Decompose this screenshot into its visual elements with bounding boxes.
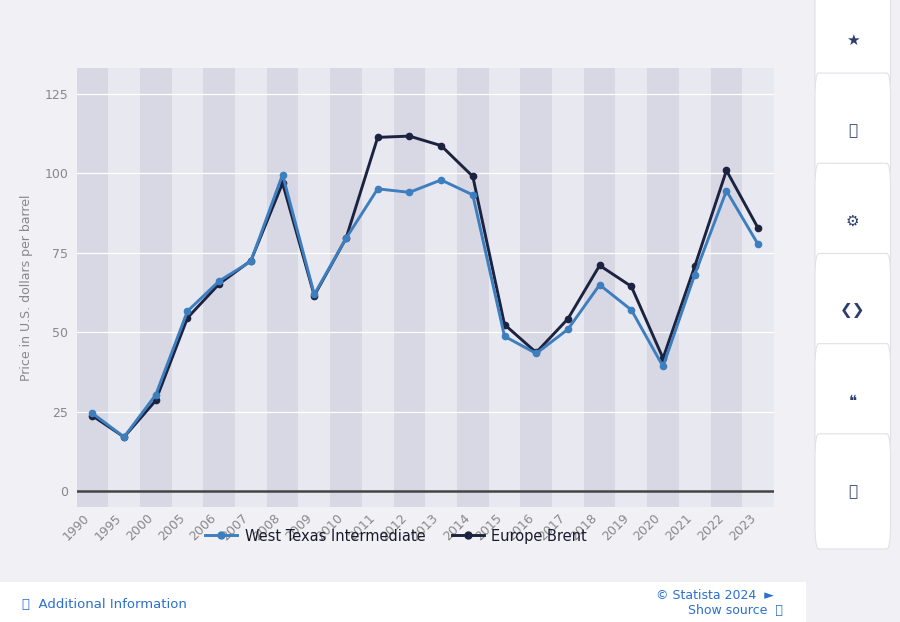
West Texas Intermediate — [436, 176, 446, 183]
West Texas Intermediate — [531, 350, 542, 357]
Europe Brent — [467, 173, 478, 180]
West Texas Intermediate — [626, 306, 636, 313]
Bar — [330, 68, 362, 507]
Text: 🔔: 🔔 — [848, 123, 858, 138]
Europe Brent — [182, 314, 193, 322]
FancyBboxPatch shape — [815, 343, 890, 459]
Bar — [299, 68, 330, 507]
West Texas Intermediate — [87, 409, 98, 417]
Bar — [266, 68, 299, 507]
Bar — [393, 68, 425, 507]
Europe Brent — [404, 132, 415, 140]
Text: ⓘ  Additional Information: ⓘ Additional Information — [22, 598, 187, 611]
Bar — [76, 68, 108, 507]
West Texas Intermediate — [689, 271, 700, 279]
Europe Brent — [689, 262, 700, 270]
Europe Brent — [214, 280, 225, 287]
Line: West Texas Intermediate: West Texas Intermediate — [89, 172, 761, 440]
FancyBboxPatch shape — [815, 163, 890, 279]
West Texas Intermediate — [340, 234, 351, 242]
Europe Brent — [721, 167, 732, 174]
Bar — [584, 68, 616, 507]
Europe Brent — [150, 397, 161, 404]
West Texas Intermediate — [277, 171, 288, 179]
Bar — [172, 68, 203, 507]
Europe Brent — [373, 134, 383, 141]
West Texas Intermediate — [150, 391, 161, 399]
West Texas Intermediate — [721, 187, 732, 195]
Bar — [647, 68, 679, 507]
Europe Brent — [246, 257, 256, 264]
Bar — [457, 68, 489, 507]
Europe Brent — [87, 412, 98, 419]
West Texas Intermediate — [752, 241, 763, 248]
Bar — [203, 68, 235, 507]
FancyBboxPatch shape — [815, 73, 890, 188]
Bar — [520, 68, 552, 507]
Text: Show source  ⓘ: Show source ⓘ — [688, 605, 783, 617]
Bar — [140, 68, 172, 507]
Europe Brent — [658, 355, 669, 362]
Europe Brent — [500, 321, 510, 328]
West Texas Intermediate — [562, 325, 573, 333]
West Texas Intermediate — [594, 281, 605, 289]
Europe Brent — [277, 179, 288, 187]
Bar — [362, 68, 393, 507]
Text: ⚙: ⚙ — [846, 213, 860, 228]
Europe Brent — [594, 262, 605, 269]
West Texas Intermediate — [404, 188, 415, 196]
Bar — [742, 68, 774, 507]
Legend: West Texas Intermediate, Europe Brent: West Texas Intermediate, Europe Brent — [200, 522, 592, 549]
West Texas Intermediate — [658, 363, 669, 370]
Y-axis label: Price in U.S. dollars per barrel: Price in U.S. dollars per barrel — [20, 195, 33, 381]
Europe Brent — [436, 142, 446, 149]
Text: ★: ★ — [846, 33, 860, 48]
West Texas Intermediate — [214, 277, 225, 285]
West Texas Intermediate — [182, 307, 193, 315]
Bar — [235, 68, 266, 507]
West Texas Intermediate — [246, 258, 256, 265]
West Texas Intermediate — [309, 290, 320, 298]
Bar — [426, 68, 457, 507]
Text: ❝: ❝ — [849, 394, 857, 409]
FancyBboxPatch shape — [815, 0, 890, 98]
West Texas Intermediate — [119, 434, 130, 441]
Europe Brent — [340, 234, 351, 242]
Bar — [711, 68, 742, 507]
West Texas Intermediate — [500, 333, 510, 340]
West Texas Intermediate — [373, 185, 383, 193]
West Texas Intermediate — [467, 191, 478, 198]
Bar — [489, 68, 520, 507]
Text: ❮❯: ❮❯ — [840, 304, 866, 318]
Europe Brent — [562, 315, 573, 323]
FancyBboxPatch shape — [815, 434, 890, 549]
Bar — [108, 68, 140, 507]
Europe Brent — [119, 434, 130, 441]
Bar — [552, 68, 584, 507]
Text: © Statista 2024  ►: © Statista 2024 ► — [656, 590, 774, 602]
Europe Brent — [752, 225, 763, 232]
Europe Brent — [531, 349, 542, 356]
FancyBboxPatch shape — [815, 254, 890, 368]
Bar — [679, 68, 711, 507]
Text: 🖨: 🖨 — [848, 484, 858, 499]
Line: Europe Brent: Europe Brent — [89, 133, 761, 440]
Bar — [616, 68, 647, 507]
Europe Brent — [626, 282, 636, 290]
Europe Brent — [309, 292, 320, 299]
